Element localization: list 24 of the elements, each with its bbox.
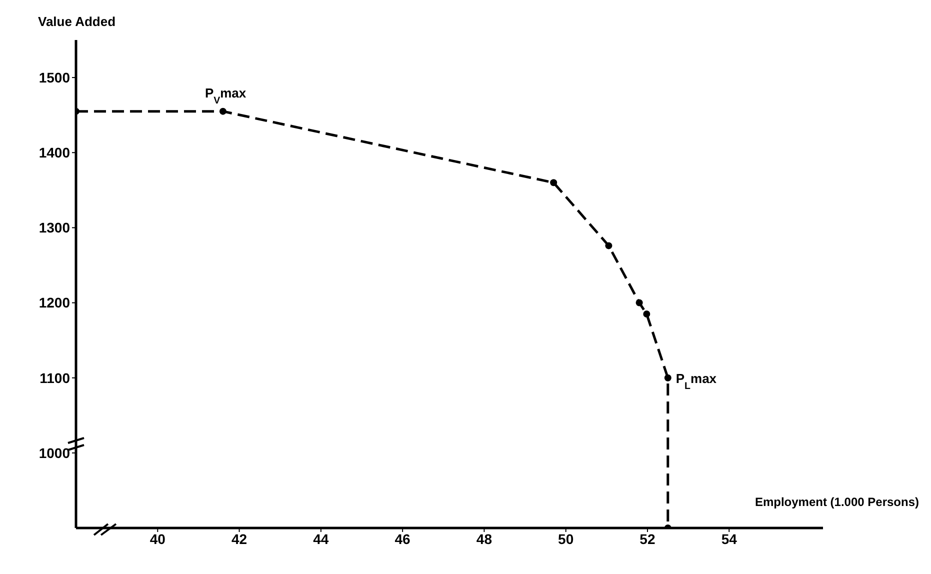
x-tick-label: 54 — [721, 530, 738, 547]
y-tick-label: 1300 — [38, 220, 70, 236]
x-tick-label: 44 — [313, 530, 329, 547]
y-tick-label: 1400 — [38, 144, 70, 161]
x-tick-label: 48 — [476, 530, 492, 547]
point — [643, 310, 650, 318]
x-tick-label: 50 — [558, 530, 574, 547]
point — [636, 299, 643, 306]
point — [664, 374, 672, 382]
x-axis-title: Employment (1.000 Persons) — [754, 495, 919, 509]
x-tick-label: 46 — [394, 530, 411, 547]
x-tick-label: 42 — [231, 530, 248, 547]
y-tick-label: 1200 — [38, 294, 70, 311]
x-tick-label: 40 — [150, 530, 166, 547]
annotation: P$_{L}$max — [676, 370, 718, 392]
y-tick-label: 1500 — [38, 70, 70, 86]
y-axis-title: Value Added — [38, 14, 116, 29]
point — [550, 179, 558, 186]
y-tick-label: 1100 — [40, 370, 70, 386]
x-tick-label: 52 — [640, 530, 656, 547]
y-tick-label: 1000 — [38, 444, 70, 461]
annotation: P$_{V}$max — [204, 85, 247, 106]
point — [605, 242, 612, 250]
point — [219, 108, 226, 115]
